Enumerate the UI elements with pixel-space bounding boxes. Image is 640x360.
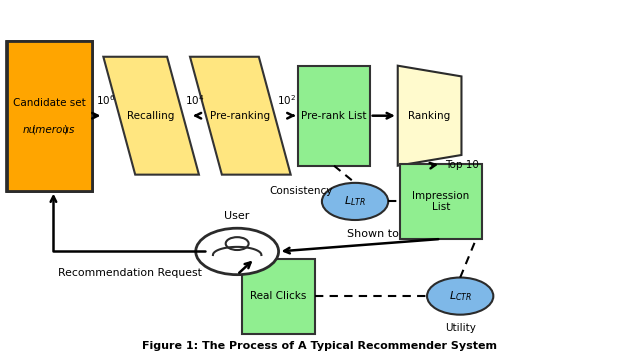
Circle shape xyxy=(427,278,493,315)
Text: $10^6$: $10^6$ xyxy=(96,93,115,107)
Text: $10^4$: $10^4$ xyxy=(185,93,204,107)
FancyBboxPatch shape xyxy=(399,164,483,239)
Text: $L_{CTR}$: $L_{CTR}$ xyxy=(449,289,472,303)
Text: Recalling: Recalling xyxy=(127,111,175,121)
Circle shape xyxy=(322,183,388,220)
FancyBboxPatch shape xyxy=(242,258,316,334)
FancyBboxPatch shape xyxy=(7,41,92,191)
Text: $10^2$: $10^2$ xyxy=(277,93,296,107)
Text: Utility: Utility xyxy=(445,323,476,333)
Text: (: ( xyxy=(31,125,35,135)
Text: Consistency: Consistency xyxy=(269,186,333,196)
Text: Recommendation Request: Recommendation Request xyxy=(58,268,202,278)
Text: Real Clicks: Real Clicks xyxy=(250,291,307,301)
Text: Candidate set: Candidate set xyxy=(13,98,86,108)
Circle shape xyxy=(226,237,248,250)
FancyBboxPatch shape xyxy=(298,66,370,166)
Text: Shown to: Shown to xyxy=(347,229,399,239)
Text: Top 10: Top 10 xyxy=(445,160,479,170)
Text: Pre-rank List: Pre-rank List xyxy=(301,111,367,121)
Text: $L_{LTR}$: $L_{LTR}$ xyxy=(344,194,366,208)
Polygon shape xyxy=(190,57,291,175)
Text: User: User xyxy=(225,211,250,221)
Text: Pre-ranking: Pre-ranking xyxy=(211,111,271,121)
Text: ): ) xyxy=(63,125,67,135)
Polygon shape xyxy=(397,66,461,166)
Text: Ranking: Ranking xyxy=(408,111,451,121)
Text: Figure 1: The Process of A Typical Recommender System: Figure 1: The Process of A Typical Recom… xyxy=(143,342,497,351)
Polygon shape xyxy=(103,57,199,175)
FancyBboxPatch shape xyxy=(6,41,92,191)
Text: Impression
List: Impression List xyxy=(412,191,470,212)
Text: numerous: numerous xyxy=(23,125,76,135)
Circle shape xyxy=(196,228,278,275)
